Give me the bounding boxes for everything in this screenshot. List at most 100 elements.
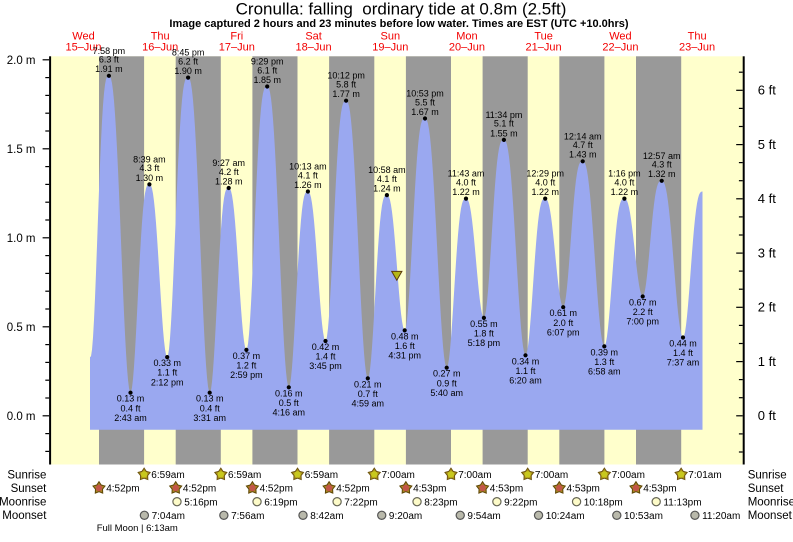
svg-text:5.8 ft: 5.8 ft: [336, 80, 357, 90]
svg-text:7:00 pm: 7:00 pm: [626, 317, 659, 327]
svg-text:Fri: Fri: [230, 30, 243, 42]
svg-text:4 ft: 4 ft: [758, 191, 776, 206]
svg-text:4.1 ft: 4.1 ft: [298, 170, 319, 180]
svg-text:6:20 am: 6:20 am: [509, 376, 542, 386]
svg-text:4.3 ft: 4.3 ft: [139, 163, 160, 173]
svg-text:9:29 pm: 9:29 pm: [251, 57, 284, 67]
svg-text:2.2 ft: 2.2 ft: [633, 307, 654, 317]
svg-text:9:54am: 9:54am: [467, 511, 500, 522]
svg-text:1.6 ft: 1.6 ft: [395, 341, 416, 351]
svg-text:Sat: Sat: [305, 30, 322, 42]
svg-text:15–Jun: 15–Jun: [65, 41, 101, 53]
svg-text:0.5 ft: 0.5 ft: [279, 398, 300, 408]
svg-text:1.67 m: 1.67 m: [411, 107, 439, 117]
svg-text:8:45 pm: 8:45 pm: [172, 48, 205, 58]
svg-text:10:18pm: 10:18pm: [584, 497, 623, 508]
svg-text:18–Jun: 18–Jun: [296, 41, 332, 53]
svg-text:1.1 ft: 1.1 ft: [515, 366, 536, 376]
svg-text:0.42 m: 0.42 m: [312, 342, 340, 352]
svg-text:Full Moon | 6:13am: Full Moon | 6:13am: [97, 523, 178, 534]
svg-text:Sun: Sun: [381, 30, 401, 42]
svg-text:1.22 m: 1.22 m: [611, 187, 639, 197]
svg-text:7:58 pm: 7:58 pm: [93, 46, 126, 56]
svg-text:2:43 am: 2:43 am: [114, 413, 147, 423]
svg-text:3 ft: 3 ft: [758, 245, 776, 260]
svg-text:1.28 m: 1.28 m: [215, 176, 243, 186]
svg-text:4.0 ft: 4.0 ft: [456, 177, 477, 187]
svg-text:0.13 m: 0.13 m: [196, 394, 224, 404]
svg-text:2 ft: 2 ft: [758, 300, 776, 315]
svg-text:Sunrise: Sunrise: [748, 469, 787, 481]
svg-text:4.1 ft: 4.1 ft: [377, 174, 398, 184]
svg-text:Cronulla: falling ordinary ti: Cronulla: falling ordinary tide at 0.8m …: [236, 0, 567, 19]
svg-text:10:13 am: 10:13 am: [289, 162, 327, 172]
svg-text:0.4 ft: 0.4 ft: [200, 403, 221, 413]
svg-text:1.91 m: 1.91 m: [95, 64, 123, 74]
svg-text:1.32 m: 1.32 m: [648, 169, 676, 179]
svg-text:6:59am: 6:59am: [305, 470, 338, 481]
svg-text:6:59am: 6:59am: [151, 470, 184, 481]
svg-text:0.16 m: 0.16 m: [275, 388, 303, 398]
svg-text:1.43 m: 1.43 m: [569, 150, 597, 160]
svg-text:4:59 am: 4:59 am: [352, 399, 385, 409]
svg-text:Sunset: Sunset: [748, 483, 785, 495]
svg-text:22–Jun: 22–Jun: [602, 41, 638, 53]
svg-text:2:59 pm: 2:59 pm: [230, 370, 263, 380]
svg-text:Sunset: Sunset: [11, 483, 48, 495]
svg-text:10:53am: 10:53am: [624, 511, 663, 522]
svg-text:0.9 ft: 0.9 ft: [437, 378, 458, 388]
svg-text:6:59am: 6:59am: [228, 470, 261, 481]
svg-text:2:12 pm: 2:12 pm: [151, 377, 184, 387]
svg-text:1.5 m: 1.5 m: [7, 144, 36, 156]
svg-text:1.77 m: 1.77 m: [332, 89, 360, 99]
svg-text:3:31 am: 3:31 am: [193, 413, 226, 423]
svg-text:12:29 pm: 12:29 pm: [526, 169, 564, 179]
svg-text:1.30 m: 1.30 m: [136, 173, 164, 183]
svg-text:1.3 ft: 1.3 ft: [594, 357, 615, 367]
svg-text:Moonrise: Moonrise: [0, 497, 46, 509]
svg-text:0.0 m: 0.0 m: [7, 411, 36, 423]
svg-text:0.37 m: 0.37 m: [233, 351, 261, 361]
svg-text:2.0 m: 2.0 m: [7, 55, 36, 67]
svg-text:Tue: Tue: [534, 30, 553, 42]
svg-text:1.4 ft: 1.4 ft: [315, 352, 336, 362]
svg-text:21–Jun: 21–Jun: [526, 41, 562, 53]
svg-text:4.7 ft: 4.7 ft: [573, 140, 594, 150]
svg-text:0.7 ft: 0.7 ft: [358, 389, 379, 399]
svg-text:8:39 am: 8:39 am: [133, 154, 166, 164]
svg-text:11:20am: 11:20am: [702, 511, 740, 522]
svg-text:7:00am: 7:00am: [535, 470, 568, 481]
svg-text:1:16 pm: 1:16 pm: [608, 169, 641, 179]
svg-text:Sunrise: Sunrise: [7, 469, 46, 481]
svg-text:Moonset: Moonset: [2, 510, 47, 522]
svg-text:Wed: Wed: [609, 30, 631, 42]
svg-text:1.55 m: 1.55 m: [490, 128, 518, 138]
svg-text:17–Jun: 17–Jun: [219, 41, 255, 53]
svg-text:Thu: Thu: [688, 30, 707, 42]
svg-text:4.0 ft: 4.0 ft: [535, 177, 556, 187]
svg-text:20–Jun: 20–Jun: [449, 41, 485, 53]
svg-text:4:53pm: 4:53pm: [567, 484, 600, 495]
svg-text:Wed: Wed: [72, 30, 94, 42]
svg-text:1.22 m: 1.22 m: [452, 187, 480, 197]
svg-text:4:52pm: 4:52pm: [260, 484, 293, 495]
svg-text:1 ft: 1 ft: [758, 354, 776, 369]
svg-text:5.5 ft: 5.5 ft: [415, 97, 436, 107]
svg-text:1.22 m: 1.22 m: [531, 187, 559, 197]
svg-text:0.21 m: 0.21 m: [354, 379, 382, 389]
svg-text:1.85 m: 1.85 m: [253, 75, 281, 85]
svg-text:3:45 pm: 3:45 pm: [309, 361, 342, 371]
svg-text:4:52pm: 4:52pm: [336, 484, 369, 495]
svg-text:5 ft: 5 ft: [758, 137, 776, 152]
svg-text:8:23pm: 8:23pm: [424, 497, 457, 508]
svg-text:11:34 pm: 11:34 pm: [485, 110, 522, 120]
svg-text:7:00am: 7:00am: [458, 470, 491, 481]
svg-text:1.8 ft: 1.8 ft: [474, 329, 495, 339]
svg-text:4:16 am: 4:16 am: [273, 408, 306, 418]
svg-text:7:00am: 7:00am: [612, 470, 645, 481]
svg-text:0.27 m: 0.27 m: [433, 369, 461, 379]
svg-text:5:40 am: 5:40 am: [430, 388, 463, 398]
svg-text:0.67 m: 0.67 m: [629, 298, 657, 308]
svg-text:10:58 am: 10:58 am: [368, 165, 406, 175]
svg-text:6:19pm: 6:19pm: [264, 497, 297, 508]
